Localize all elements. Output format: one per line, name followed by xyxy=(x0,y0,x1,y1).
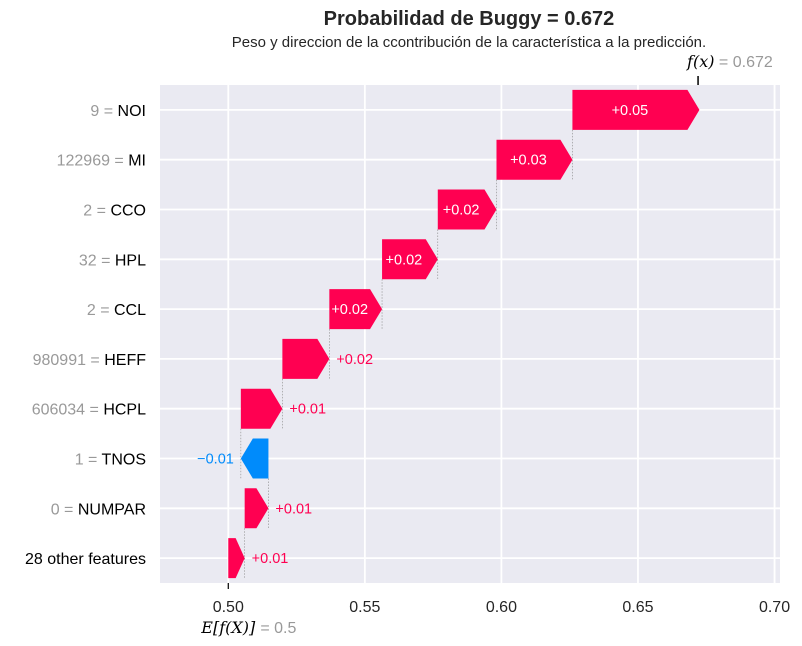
bar-heff xyxy=(282,338,330,379)
x-tick-label: 0.55 xyxy=(349,599,380,616)
bar-mi xyxy=(496,139,573,180)
x-axis-ticks: 0.50 0.55 0.60 0.65 0.70 xyxy=(213,599,790,616)
bar-value-label: +0.01 xyxy=(289,402,326,418)
feature-label: 122969 = MI xyxy=(57,153,146,170)
bar-value-label: +0.03 xyxy=(510,153,547,169)
x-tick-label: 0.70 xyxy=(759,599,790,616)
x-tick-label: 0.65 xyxy=(622,599,653,616)
bar-value-label: +0.02 xyxy=(443,203,480,219)
x-tick-label: 0.50 xyxy=(213,599,244,616)
bar-numpar xyxy=(244,488,269,529)
chart-title: Probabilidad de Buggy = 0.672 xyxy=(324,8,615,30)
bar-value-label: +0.01 xyxy=(252,551,289,567)
feature-label: 28 other features xyxy=(25,551,146,568)
feature-label: 32 = HPL xyxy=(79,252,146,269)
bar-hpl xyxy=(382,239,438,280)
connector-lines xyxy=(240,129,573,579)
bar-noi xyxy=(572,89,700,130)
bar-28-other-features xyxy=(228,538,245,579)
bars xyxy=(228,89,700,579)
chart-subtitle: Peso y direccion de la ccontribución de … xyxy=(232,34,706,51)
bar-labels: +0.05 +0.03 +0.02 +0.02 +0.02 +0.02 +0.01 −0.01… xyxy=(197,103,648,567)
feature-label: 2 = CCL xyxy=(87,302,146,319)
feature-label: 0 = NUMPAR xyxy=(51,501,146,518)
bar-value-label: +0.02 xyxy=(386,252,423,268)
feature-label: 2 = CCO xyxy=(83,203,146,220)
bar-value-label: +0.02 xyxy=(331,302,368,318)
bar-hcpl xyxy=(240,388,283,429)
bar-value-label: +0.02 xyxy=(336,352,373,368)
bar-value-label: +0.01 xyxy=(275,501,312,517)
value-annotations: E[f(X)] = 0.5 f(x) = 0.672 xyxy=(200,52,773,637)
feature-label: 1 = TNOS xyxy=(75,452,146,469)
output-value-annotation: f(x) = 0.672 xyxy=(686,52,773,71)
feature-label: 9 = NOI xyxy=(90,103,146,120)
bar-value-label: −0.01 xyxy=(197,452,234,468)
bar-cco xyxy=(437,189,497,230)
bar-tnos xyxy=(240,438,269,479)
feature-label: 980991 = HEFF xyxy=(33,352,147,369)
bar-value-label: +0.05 xyxy=(612,103,649,119)
bar-ccl xyxy=(329,289,383,330)
feature-labels: 9 = NOI 122969 = MI 2 = CCO 32 = HPL 2 = CCL… xyxy=(25,103,146,568)
base-value-annotation: E[f(X)] = 0.5 xyxy=(200,618,296,637)
x-tick-label: 0.60 xyxy=(486,599,517,616)
feature-label: 606034 = HCPL xyxy=(32,402,146,419)
